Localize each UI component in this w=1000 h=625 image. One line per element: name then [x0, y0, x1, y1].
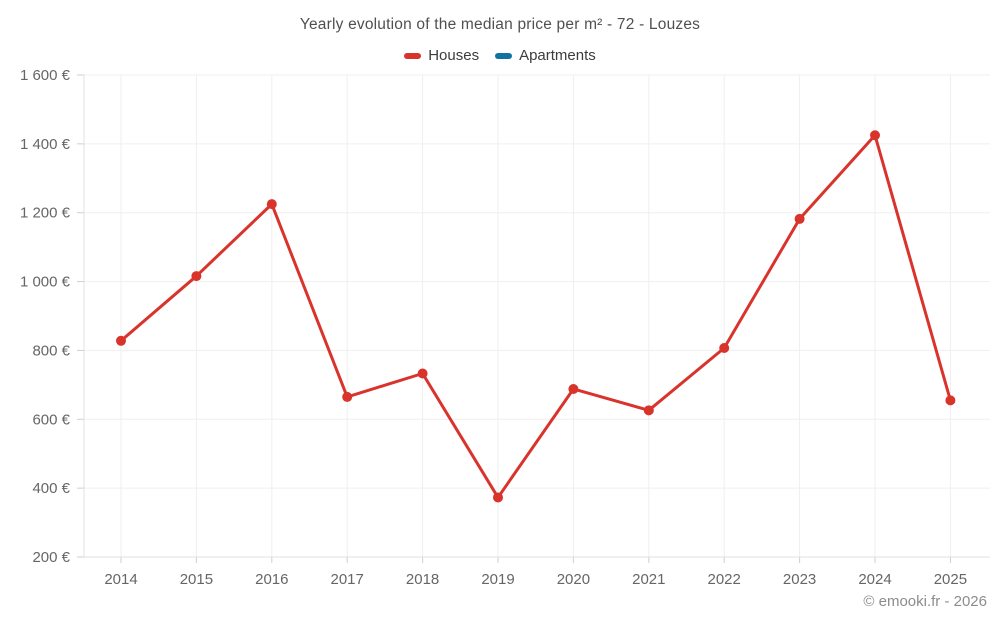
- y-axis-label: 1 400 €: [20, 136, 71, 153]
- x-axis-label: 2024: [858, 571, 891, 588]
- chart-title: Yearly evolution of the median price per…: [299, 16, 701, 33]
- houses-data-point-2023[interactable]: [794, 213, 805, 224]
- houses-data-point-2024[interactable]: [870, 130, 880, 141]
- y-axis-label: 1 200 €: [20, 205, 71, 222]
- houses-data-point-2015[interactable]: [191, 271, 202, 282]
- x-axis-label: 2022: [708, 571, 741, 588]
- x-axis-label: 2021: [632, 571, 665, 588]
- houses-data-point-2018[interactable]: [417, 368, 428, 379]
- y-axis-label: 1 000 €: [20, 274, 71, 291]
- y-axis-label: 800 €: [32, 342, 70, 359]
- x-axis-label: 2020: [557, 571, 590, 588]
- legend-label-houses: Houses: [428, 47, 480, 64]
- copyright-footer: © emooki.fr - 2026: [863, 593, 987, 610]
- y-axis-label: 600 €: [32, 411, 70, 428]
- y-axis-label: 1 600 €: [20, 67, 71, 84]
- houses-data-point-2019[interactable]: [493, 492, 503, 503]
- y-axis-label: 400 €: [32, 480, 70, 497]
- houses-data-point-2017[interactable]: [342, 391, 353, 402]
- houses-data-point-2014[interactable]: [116, 335, 126, 346]
- houses-data-point-2022[interactable]: [719, 343, 730, 354]
- chart-legend: Houses Apartments: [0, 47, 1000, 64]
- legend-item-apartments[interactable]: Apartments: [495, 47, 596, 64]
- x-axis-label: 2014: [104, 571, 137, 588]
- houses-data-point-2025[interactable]: [945, 395, 956, 406]
- houses-data-point-2016[interactable]: [266, 199, 277, 210]
- x-axis-label: 2017: [331, 571, 364, 588]
- legend-item-houses[interactable]: Houses: [404, 47, 479, 64]
- houses-data-point-2020[interactable]: [568, 383, 579, 394]
- x-axis-label: 2023: [783, 571, 816, 588]
- x-axis-label: 2025: [934, 571, 967, 588]
- x-axis-label: 2018: [406, 571, 439, 588]
- legend-label-apartments: Apartments: [519, 47, 596, 64]
- houses-data-point-2021[interactable]: [643, 405, 654, 416]
- x-axis-label: 2016: [255, 571, 288, 588]
- x-axis-label: 2019: [481, 571, 514, 588]
- houses-series-line: [119, 133, 952, 499]
- x-axis-label: 2015: [180, 571, 213, 588]
- y-axis-label: 200 €: [32, 549, 70, 566]
- apartments-series-swatch-icon: [495, 52, 513, 59]
- houses-series-swatch-icon: [404, 52, 422, 59]
